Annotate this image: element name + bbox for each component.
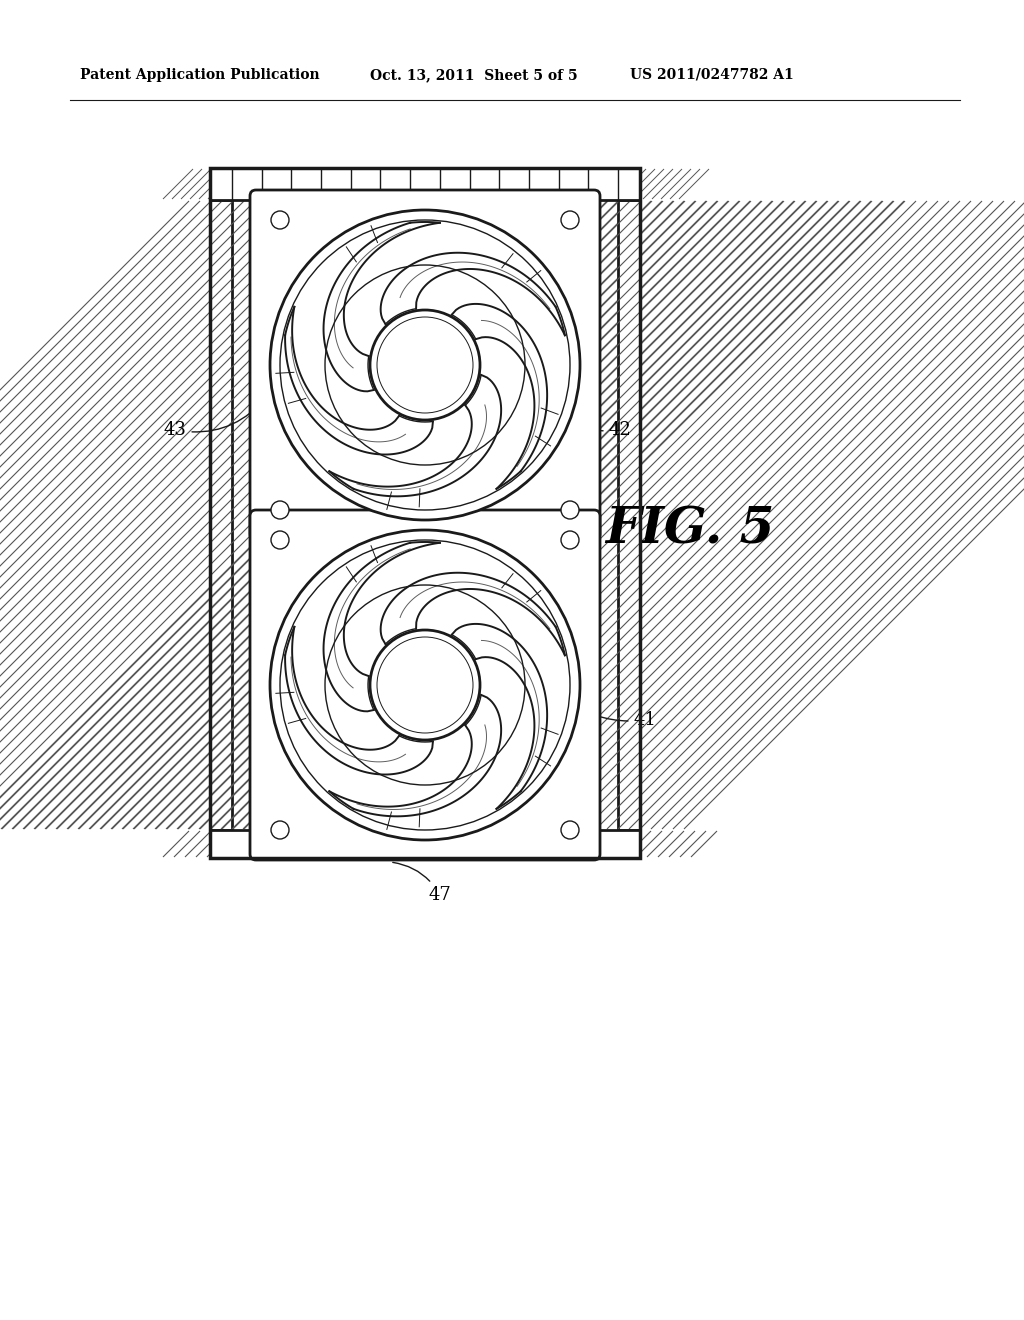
Bar — [210, 168, 640, 858]
Circle shape — [377, 638, 473, 733]
Circle shape — [271, 502, 289, 519]
Circle shape — [377, 317, 473, 413]
Bar — [618, 201, 640, 830]
Circle shape — [561, 821, 579, 840]
Circle shape — [270, 210, 580, 520]
FancyBboxPatch shape — [250, 510, 600, 861]
Circle shape — [271, 211, 289, 228]
Text: 42: 42 — [542, 397, 632, 440]
Circle shape — [271, 531, 289, 549]
Text: FIG. 5: FIG. 5 — [605, 506, 775, 554]
Text: 43: 43 — [164, 397, 266, 440]
Circle shape — [325, 585, 525, 785]
Circle shape — [561, 502, 579, 519]
Circle shape — [271, 821, 289, 840]
Text: 41: 41 — [569, 702, 656, 729]
Bar — [210, 168, 640, 201]
Circle shape — [370, 310, 480, 420]
Circle shape — [561, 531, 579, 549]
Circle shape — [370, 630, 480, 741]
Circle shape — [325, 265, 525, 465]
Circle shape — [280, 540, 570, 830]
Text: Oct. 13, 2011  Sheet 5 of 5: Oct. 13, 2011 Sheet 5 of 5 — [370, 69, 578, 82]
FancyBboxPatch shape — [250, 190, 600, 540]
Circle shape — [270, 531, 580, 840]
Bar — [210, 830, 640, 858]
Bar — [210, 201, 232, 830]
Circle shape — [561, 211, 579, 228]
Circle shape — [280, 220, 570, 510]
Text: 47: 47 — [393, 862, 452, 904]
Text: Patent Application Publication: Patent Application Publication — [80, 69, 319, 82]
Text: US 2011/0247782 A1: US 2011/0247782 A1 — [630, 69, 794, 82]
